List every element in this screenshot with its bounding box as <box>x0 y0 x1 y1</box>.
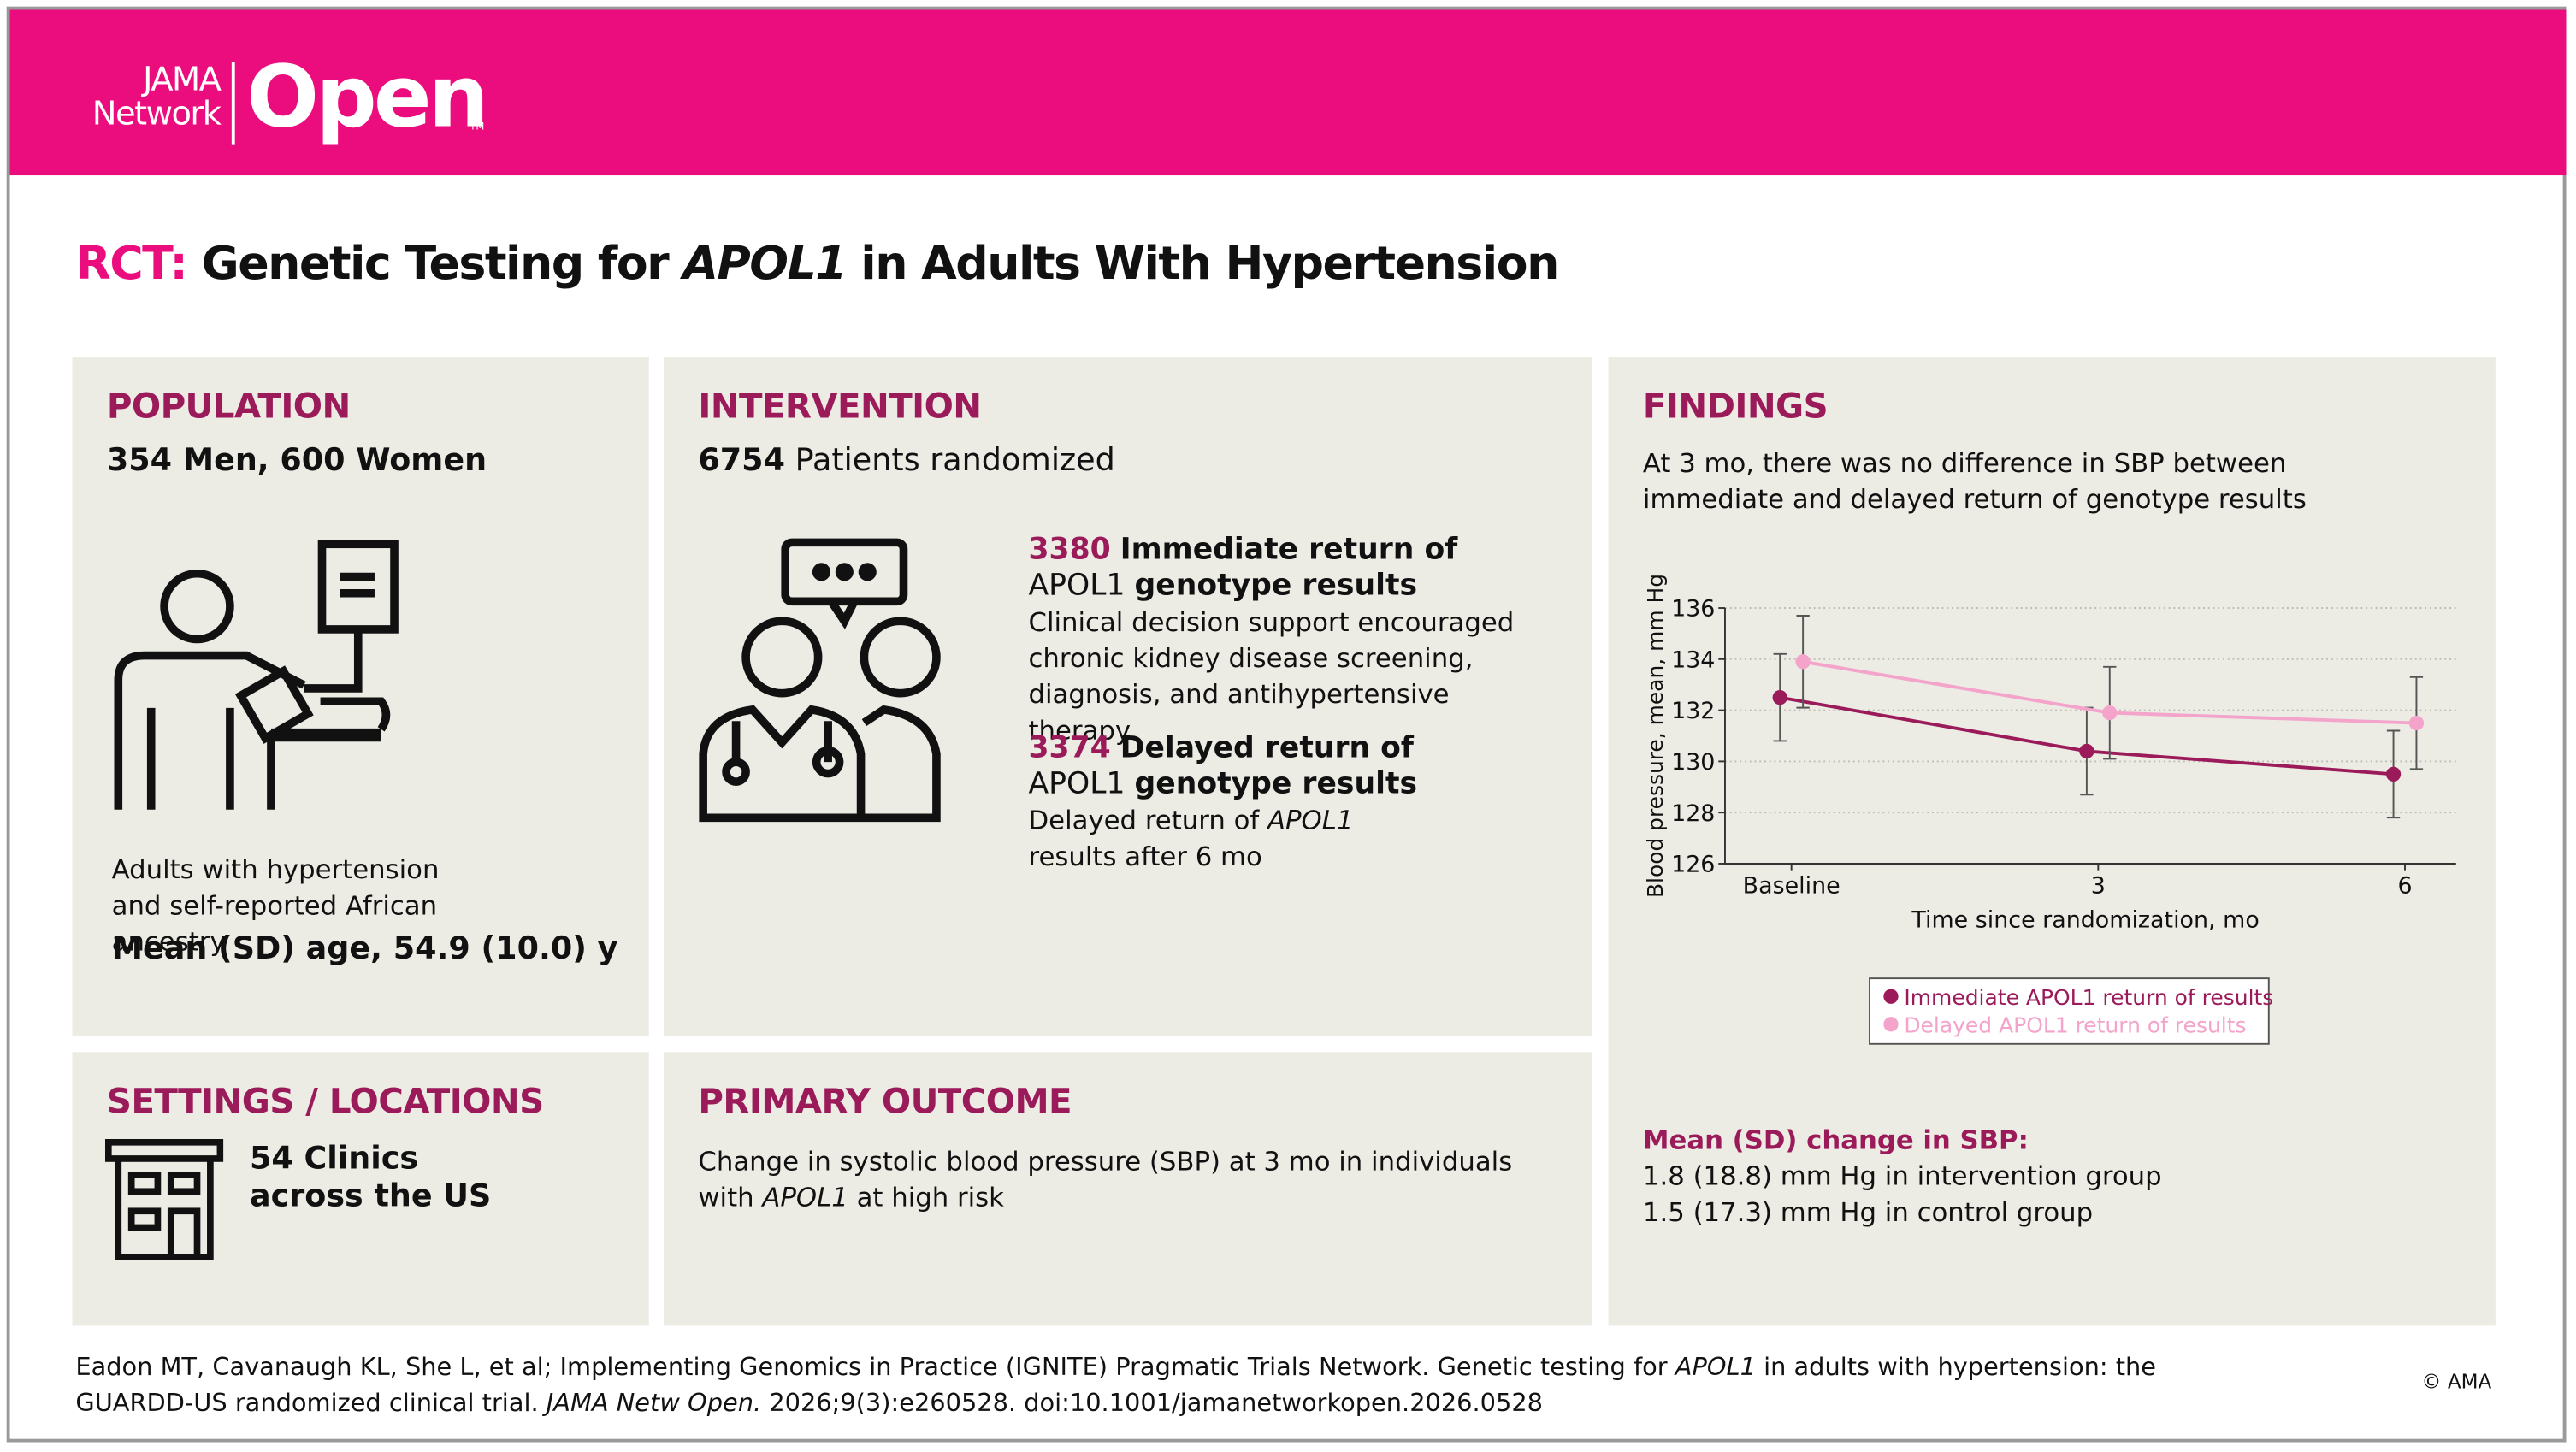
legend-marker <box>1883 989 1899 1004</box>
y-tick-label: 130 <box>1671 749 1715 776</box>
data-point <box>2408 715 2425 731</box>
y-axis-label: Blood pressure, mean, mm Hg <box>1643 574 1668 898</box>
intervention-heading: INTERVENTION <box>698 387 982 427</box>
arm-n: 3380 <box>1028 532 1111 568</box>
building-icon <box>104 1138 224 1260</box>
change-line: 1.5 (17.3) mm Hg in control group <box>1642 1196 2094 1228</box>
outcome-heading: PRIMARY OUTCOME <box>698 1081 1072 1121</box>
desc-part: APOL1 <box>1267 804 1354 836</box>
header <box>9 9 2567 176</box>
logo-tm: TM <box>470 121 485 133</box>
change-heading: Mean (SD) change in SBP: <box>1642 1124 2029 1156</box>
arm-gene: APOL1 <box>1028 766 1126 802</box>
desc-part: results after 6 mo <box>1028 841 1262 872</box>
y-tick-label: 126 <box>1671 852 1715 878</box>
outcome-panel <box>664 1052 1592 1326</box>
count-number: 6754 <box>698 442 785 479</box>
logo-top: JAMA <box>143 58 222 98</box>
outcome-part: APOL1 <box>762 1181 848 1213</box>
intervention-count: 6754 Patients randomized <box>698 442 1114 478</box>
intervention-panel <box>664 357 1592 1036</box>
data-point <box>2079 743 2094 759</box>
desc-part: Delayed return of <box>1028 804 1267 836</box>
arm-2: 3374 Delayed return of APOL1 genotype re… <box>1028 731 1554 876</box>
count-label: Patients randomized <box>795 442 1115 479</box>
copyright: © AMA <box>2421 1370 2492 1394</box>
outcome-part: at high risk <box>848 1181 1004 1213</box>
x-tick-label: Baseline <box>1743 873 1840 900</box>
population-age: Mean (SD) age, 54.9 (10.0) y <box>111 930 618 967</box>
title: RCT: Genetic Testing for APOL1 in Adults… <box>75 235 1559 291</box>
logo-bottom: Network <box>92 93 222 133</box>
x-tick-label: 6 <box>2397 873 2412 900</box>
y-tick-label: 136 <box>1671 596 1715 623</box>
findings-heading: FINDINGS <box>1642 387 1829 427</box>
population-summary: 354 Men, 600 Women <box>106 442 487 479</box>
findings-panel <box>1608 357 2496 1326</box>
data-point <box>2102 705 2118 721</box>
y-tick-label: 132 <box>1671 698 1715 724</box>
population-description: Adults with hypertension and self-report… <box>111 853 440 958</box>
arm-1: 3380 Immediate return of APOL1 genotype … <box>1028 533 1554 749</box>
arm-description: Clinical decision support encouraged chr… <box>1028 605 1521 749</box>
data-point <box>1795 654 1811 670</box>
citation-part: Eadon MT, Cavanaugh KL, She L, et al; Im… <box>75 1352 1675 1382</box>
arm-gene: APOL1 <box>1028 569 1126 604</box>
legend-label: Immediate APOL1 return of results <box>1904 985 2273 1010</box>
citation-part: 2026;9(3):e260528. doi:10.1001/jamanetwo… <box>761 1388 1544 1418</box>
title-prefix: RCT: <box>75 235 188 291</box>
logo-divider <box>231 62 235 145</box>
y-tick-label: 134 <box>1671 646 1715 673</box>
settings-text: 54 Clinics across the US <box>249 1140 492 1215</box>
citation-part: APOL1 <box>1675 1352 1756 1382</box>
title-part: APOL1 <box>682 235 847 291</box>
arm-title2: genotype results <box>1134 569 1418 604</box>
population-panel <box>72 357 649 1036</box>
arm-title: Delayed return of <box>1120 730 1414 765</box>
frame <box>6 6 2567 1443</box>
x-axis-label: Time since randomization, mo <box>1911 907 2259 934</box>
legend-label: Delayed APOL1 return of results <box>1904 1012 2246 1037</box>
y-tick-label: 128 <box>1671 800 1715 827</box>
arm-title: Immediate return of <box>1120 532 1458 568</box>
citation-part: in adults with hypertension: the GUARDD-… <box>75 1352 2157 1418</box>
data-point <box>1772 690 1787 705</box>
data-point <box>2385 766 2402 782</box>
change-line: 1.8 (18.8) mm Hg in intervention group <box>1642 1160 2162 1192</box>
intervention-icon <box>699 538 941 823</box>
x-tick-label: 3 <box>2091 873 2106 900</box>
arm-title2: genotype results <box>1134 766 1418 802</box>
desc-part: Clinical decision support encouraged chr… <box>1028 606 1515 746</box>
population-heading: POPULATION <box>106 387 351 427</box>
legend-marker <box>1883 1017 1899 1032</box>
logo-small: JAMA Network <box>75 58 222 133</box>
outcome-text: Change in systolic blood pressure (SBP) … <box>698 1144 1519 1216</box>
outcome-part: Change in systolic blood pressure (SBP) … <box>698 1145 1513 1213</box>
title-part: Genetic Testing for <box>201 235 683 291</box>
legend-box <box>1869 977 2270 1045</box>
arm-description: Delayed return of APOL1 results after 6 … <box>1028 803 1422 875</box>
settings-heading: SETTINGS / LOCATIONS <box>106 1081 544 1121</box>
logo-main: Open <box>246 49 489 148</box>
population-icon <box>114 540 399 810</box>
title-part: in Adults With Hypertension <box>846 235 1559 291</box>
arm-n: 3374 <box>1028 730 1111 765</box>
findings-text: At 3 mo, there was no difference in SBP … <box>1642 447 2307 515</box>
citation-part: JAMA Netw Open. <box>546 1388 762 1418</box>
citation: Eadon MT, Cavanaugh KL, She L, et al; Im… <box>75 1349 2260 1420</box>
